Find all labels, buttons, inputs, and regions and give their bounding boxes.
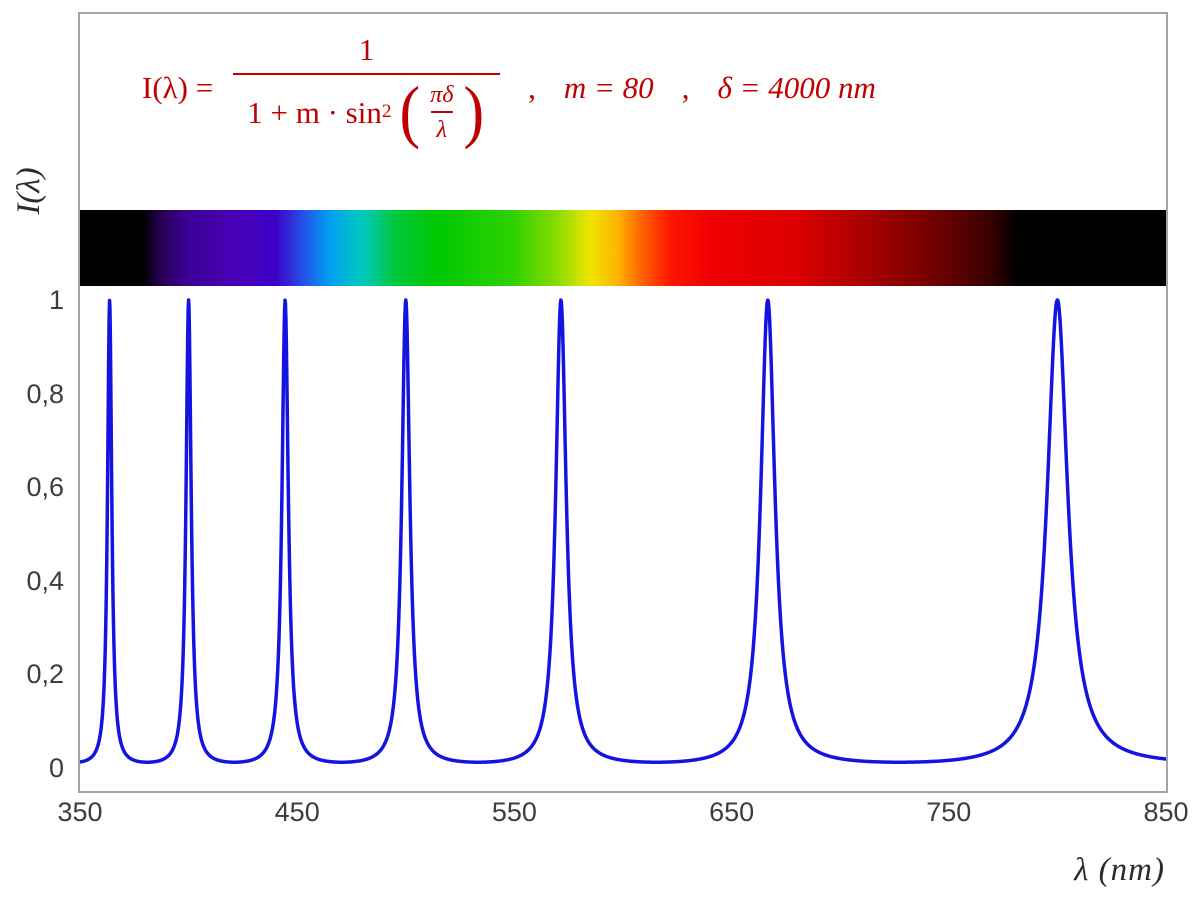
- x-axis-title: λ (nm): [1074, 852, 1165, 888]
- y-tick-label: 0,2: [26, 659, 64, 690]
- y-axis-title: I(λ): [11, 167, 47, 215]
- x-tick-label: 550: [491, 797, 537, 827]
- formula-den-exponent: 2: [381, 101, 392, 123]
- formula: I(λ) = 1 1 + m · sin 2 ( πδ λ ) , m = 80 …: [142, 32, 1146, 150]
- formula-fraction: 1 1 + m · sin 2 ( πδ λ ): [233, 32, 501, 150]
- intensity-curve: [80, 298, 1166, 764]
- y-tick-label: 0: [48, 753, 64, 783]
- formula-lhs: I(λ) =: [142, 70, 214, 106]
- formula-den-prefix: 1 + m · sin: [247, 94, 382, 130]
- y-tick-label: 0,8: [26, 378, 64, 409]
- spectrum-band: [80, 210, 1166, 286]
- x-tick-label: 450: [274, 797, 320, 827]
- formula-delta-value: δ = 4000 nm: [717, 70, 876, 106]
- y-tick-label: 0,4: [26, 565, 64, 596]
- formula-comma-2: ,: [681, 70, 690, 106]
- y-tick-label: 0,6: [26, 472, 64, 503]
- right-paren: ): [463, 73, 485, 150]
- inner-numerator: πδ: [430, 80, 454, 108]
- plot-frame: I(λ) = 1 1 + m · sin 2 ( πδ λ ) , m = 80 …: [78, 12, 1168, 793]
- formula-comma-1: ,: [528, 70, 536, 106]
- left-paren: (: [399, 73, 421, 150]
- x-tick-label: 750: [926, 797, 972, 827]
- x-tick-label: 850: [1143, 797, 1189, 827]
- formula-m-value: m = 80: [563, 70, 654, 106]
- x-tick-label: 350: [57, 797, 103, 827]
- formula-numerator: 1: [358, 32, 375, 67]
- y-tick-label: 1: [48, 285, 64, 315]
- intensity-curve-plot: [80, 298, 1166, 764]
- formula-inner-fraction: πδ λ: [424, 81, 459, 145]
- x-tick-label: 650: [709, 797, 755, 827]
- inner-denominator: λ: [430, 111, 454, 144]
- formula-denominator: 1 + m · sin 2 ( πδ λ ): [233, 72, 501, 150]
